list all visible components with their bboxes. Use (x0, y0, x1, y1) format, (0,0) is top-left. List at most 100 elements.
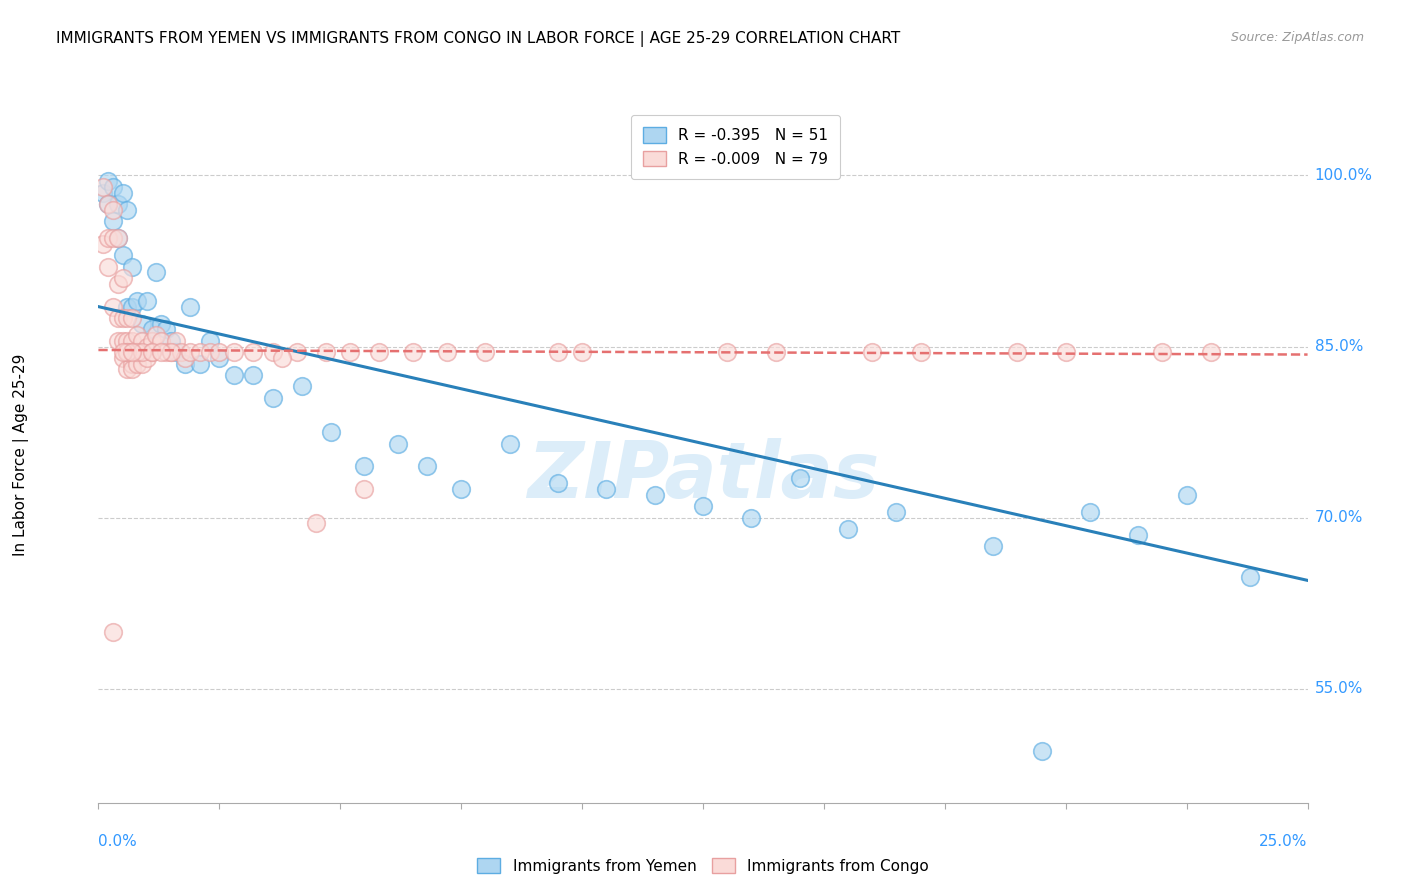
Point (208, 345, 231, 359)
Point (644, 488, 666, 502)
Point (188, 357, 211, 371)
Point (155, 345, 177, 359)
Point (740, 510, 762, 524)
Point (121, 345, 143, 359)
Point (179, 345, 201, 359)
Point (262, 391, 284, 405)
Point (101, 300, 124, 314)
Text: In Labor Force | Age 25-29: In Labor Force | Age 25-29 (13, 354, 30, 556)
Point (121, 334, 143, 348)
Point (145, 328, 167, 343)
Point (160, 345, 183, 359)
Text: 70.0%: 70.0% (1315, 510, 1362, 525)
Point (208, 351, 231, 365)
Point (179, 300, 201, 314)
Point (117, 362, 139, 376)
Point (160, 334, 183, 348)
Point (111, 345, 134, 359)
Point (886, 505, 908, 519)
Point (101, 180, 124, 194)
Point (165, 334, 187, 348)
Point (135, 351, 157, 365)
Point (101, 214, 124, 228)
Point (117, 345, 139, 359)
Point (121, 260, 143, 274)
Point (1054, 345, 1077, 359)
Point (910, 345, 932, 359)
Point (155, 322, 177, 336)
Point (141, 322, 163, 336)
Point (262, 345, 284, 359)
Point (135, 293, 157, 308)
Point (165, 345, 187, 359)
Point (131, 357, 153, 371)
Point (169, 345, 191, 359)
Point (339, 345, 361, 359)
Text: 25.0%: 25.0% (1260, 834, 1308, 849)
Point (242, 345, 264, 359)
Point (127, 328, 149, 343)
Legend: R = -0.395   N = 51, R = -0.009   N = 79: R = -0.395 N = 51, R = -0.009 N = 79 (631, 115, 841, 178)
Point (450, 482, 472, 496)
Point (117, 334, 139, 348)
Legend: Immigrants from Yemen, Immigrants from Congo: Immigrants from Yemen, Immigrants from C… (471, 852, 935, 880)
Point (111, 311, 134, 326)
Point (198, 345, 221, 359)
Point (353, 459, 375, 474)
Point (107, 334, 129, 348)
Point (121, 362, 143, 376)
Point (1031, 744, 1053, 758)
Point (131, 334, 153, 348)
Point (1199, 345, 1222, 359)
Point (107, 277, 129, 291)
Point (160, 345, 183, 359)
Point (188, 345, 211, 359)
Point (315, 345, 337, 359)
Point (789, 471, 811, 485)
Point (97, 197, 120, 211)
Point (416, 459, 439, 474)
Point (1175, 488, 1198, 502)
Point (150, 334, 173, 348)
Point (981, 539, 1004, 553)
Point (121, 311, 143, 326)
Point (271, 351, 294, 365)
Point (131, 345, 153, 359)
Point (91, 180, 114, 194)
Point (1128, 528, 1150, 542)
Point (101, 624, 124, 639)
Point (117, 300, 139, 314)
Point (107, 197, 129, 211)
Point (121, 300, 143, 314)
Point (474, 345, 496, 359)
Point (1007, 345, 1029, 359)
Text: 85.0%: 85.0% (1315, 339, 1362, 354)
Point (121, 357, 143, 371)
Point (150, 345, 173, 359)
Text: IMMIGRANTS FROM YEMEN VS IMMIGRANTS FROM CONGO IN LABOR FORCE | AGE 25-29 CORREL: IMMIGRANTS FROM YEMEN VS IMMIGRANTS FROM… (56, 31, 900, 47)
Point (127, 345, 149, 359)
Point (285, 345, 308, 359)
Point (127, 345, 149, 359)
Point (222, 368, 245, 382)
Point (837, 522, 859, 536)
Point (319, 425, 342, 439)
Point (353, 482, 375, 496)
Point (1078, 505, 1101, 519)
Point (387, 436, 409, 450)
Point (368, 345, 391, 359)
Point (1152, 345, 1174, 359)
Point (131, 345, 153, 359)
Point (141, 345, 163, 359)
Point (131, 317, 153, 331)
Point (692, 500, 714, 514)
Point (305, 516, 328, 531)
Point (547, 345, 569, 359)
Point (198, 334, 221, 348)
Point (860, 345, 883, 359)
Point (117, 311, 139, 326)
Point (174, 357, 197, 371)
Point (498, 436, 520, 450)
Point (290, 379, 312, 393)
Point (111, 334, 134, 348)
